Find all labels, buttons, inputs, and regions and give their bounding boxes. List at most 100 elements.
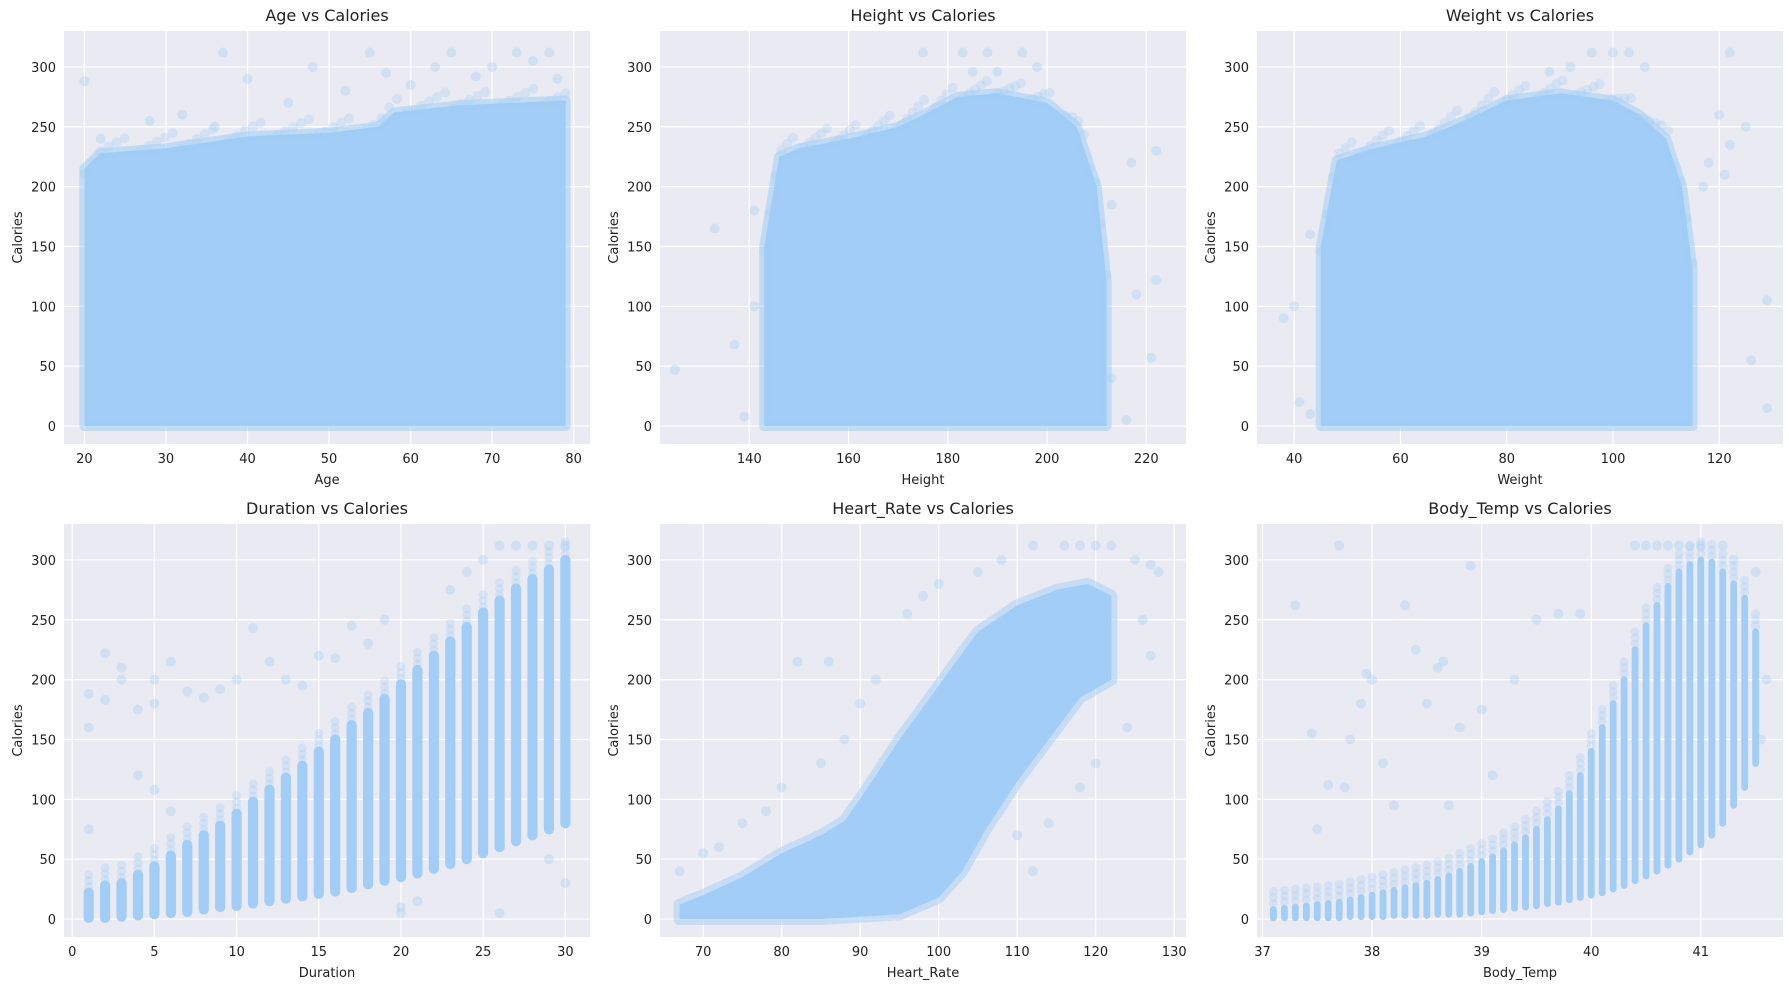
data-point bbox=[815, 758, 826, 769]
data-point bbox=[1073, 115, 1084, 126]
y-tick-label: 0 bbox=[48, 420, 56, 435]
data-point bbox=[135, 145, 146, 156]
data-point bbox=[405, 79, 416, 90]
data-point bbox=[494, 540, 505, 551]
data-point bbox=[1729, 573, 1739, 583]
data-point bbox=[223, 135, 234, 146]
data-point bbox=[1027, 866, 1038, 877]
data-point bbox=[698, 848, 709, 859]
data-point bbox=[1718, 549, 1728, 559]
data-point bbox=[844, 125, 855, 136]
data-point bbox=[536, 100, 547, 111]
x-tick-label: 40 bbox=[239, 452, 256, 467]
data-point bbox=[1594, 79, 1605, 90]
chart-title: Heart_Rate vs Calories bbox=[832, 499, 1014, 519]
y-tick-label: 100 bbox=[627, 300, 652, 315]
data-point bbox=[1411, 875, 1421, 885]
y-axis-label: Calories bbox=[1204, 704, 1219, 757]
data-point bbox=[462, 610, 472, 620]
data-point bbox=[363, 690, 373, 700]
data-point bbox=[1652, 582, 1662, 592]
data-point bbox=[231, 674, 242, 685]
data-point bbox=[1290, 896, 1300, 906]
data-point bbox=[1600, 96, 1611, 107]
data-point bbox=[1588, 82, 1599, 93]
data-point bbox=[527, 562, 537, 572]
y-tick-label: 50 bbox=[1232, 853, 1249, 868]
data-point bbox=[1402, 130, 1413, 141]
data-point bbox=[215, 140, 226, 151]
data-points bbox=[1278, 47, 1773, 432]
data-point bbox=[1290, 600, 1301, 611]
data-point bbox=[560, 88, 571, 99]
chart-title: Duration vs Calories bbox=[246, 499, 408, 518]
data-point bbox=[1551, 79, 1562, 90]
data-point bbox=[1564, 776, 1574, 786]
data-point bbox=[283, 97, 294, 108]
data-point bbox=[242, 73, 253, 84]
data-point bbox=[346, 620, 357, 631]
data-point bbox=[1367, 878, 1377, 888]
data-point bbox=[1443, 800, 1454, 811]
data-point bbox=[1027, 540, 1038, 551]
data-point bbox=[1356, 875, 1366, 885]
data-point bbox=[445, 624, 455, 634]
chart-title: Age vs Calories bbox=[265, 6, 388, 25]
data-point bbox=[380, 682, 390, 692]
panel-height-vs-calories: 140 160 180 200 220 0 50 100 150 200 250 300 Height … bbox=[607, 6, 1186, 488]
data-point bbox=[552, 73, 563, 84]
data-point bbox=[511, 578, 521, 588]
data-point bbox=[936, 95, 947, 106]
data-point bbox=[1328, 172, 1339, 183]
x-tick-label: 130 bbox=[1162, 945, 1187, 960]
data-point bbox=[729, 339, 740, 350]
x-tick-label: 40 bbox=[1583, 945, 1600, 960]
data-point bbox=[209, 121, 220, 132]
data-point bbox=[982, 47, 993, 58]
data-point bbox=[1619, 93, 1630, 104]
data-point bbox=[1476, 704, 1487, 715]
data-point bbox=[149, 843, 159, 853]
data-point bbox=[970, 84, 981, 95]
data-point bbox=[544, 553, 554, 563]
data-point bbox=[117, 872, 127, 882]
data-point bbox=[1055, 110, 1066, 121]
x-tick-label: 30 bbox=[158, 452, 175, 467]
y-tick-label: 250 bbox=[1224, 121, 1249, 136]
data-point bbox=[1613, 93, 1624, 104]
data-point bbox=[1359, 146, 1370, 157]
data-point bbox=[384, 102, 395, 113]
data-point bbox=[1674, 561, 1684, 571]
data-point bbox=[100, 869, 110, 879]
data-point bbox=[1389, 867, 1399, 877]
data-point bbox=[1400, 871, 1410, 881]
data-point bbox=[1121, 415, 1132, 426]
data-point bbox=[1422, 872, 1432, 882]
data-point bbox=[95, 145, 106, 156]
data-point bbox=[1762, 295, 1773, 306]
data-point bbox=[1669, 161, 1680, 172]
data-point bbox=[823, 656, 834, 667]
data-point bbox=[827, 139, 838, 150]
data-point bbox=[1084, 163, 1095, 174]
data-point bbox=[1106, 373, 1117, 384]
data-point bbox=[1289, 301, 1300, 312]
data-point bbox=[1756, 734, 1767, 745]
data-point bbox=[83, 688, 94, 699]
x-axis-label: Heart_Rate bbox=[887, 966, 960, 981]
data-point bbox=[1378, 882, 1388, 892]
data-point bbox=[1630, 540, 1641, 551]
data-point bbox=[1411, 869, 1421, 879]
data-point bbox=[1638, 114, 1649, 125]
data-point bbox=[1729, 561, 1739, 571]
data-point bbox=[816, 128, 827, 139]
data-point bbox=[149, 698, 160, 709]
data-point bbox=[1356, 881, 1366, 891]
data-point bbox=[1499, 834, 1509, 844]
y-tick-label: 200 bbox=[627, 674, 652, 689]
data-point bbox=[1390, 140, 1401, 151]
data-point bbox=[511, 572, 521, 582]
x-tick-label: 5 bbox=[150, 945, 158, 960]
data-point bbox=[787, 132, 798, 143]
data-point bbox=[879, 115, 890, 126]
